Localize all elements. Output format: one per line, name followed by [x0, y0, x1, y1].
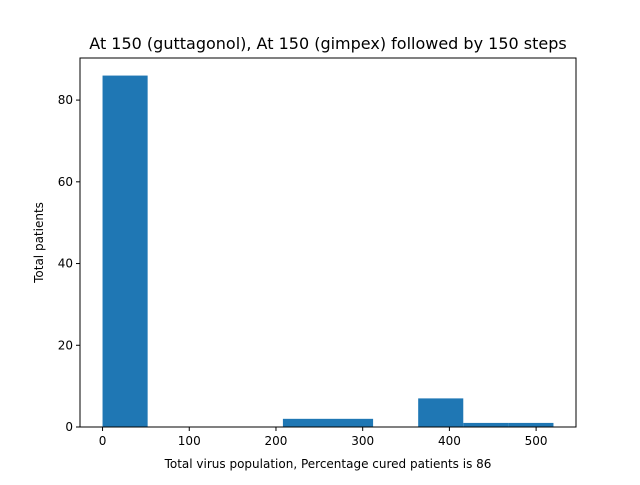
- y-tick-label: 80: [58, 93, 73, 107]
- x-tick-label: 100: [178, 434, 201, 448]
- y-tick-label: 60: [58, 175, 73, 189]
- x-tick-label: 200: [265, 434, 288, 448]
- histogram-bar-4: [282, 418, 328, 427]
- y-tick-label: 20: [58, 338, 73, 352]
- bars-layer: [102, 75, 554, 428]
- y-axis-label: Total patients: [32, 202, 46, 284]
- histogram-bar-8: [463, 422, 509, 427]
- x-axis-label: Total virus population, Percentage cured…: [164, 457, 492, 471]
- histogram-bar-7: [418, 398, 464, 427]
- histogram-bar-9: [508, 422, 554, 427]
- histogram-bar-0: [102, 75, 148, 428]
- y-tick-label: 0: [65, 420, 73, 434]
- x-tick-label: 300: [351, 434, 374, 448]
- y-ticks: 0 20 40 60 80: [58, 93, 80, 434]
- y-tick-label: 40: [58, 257, 73, 271]
- histogram-bar-5: [328, 418, 374, 427]
- chart-title: At 150 (guttagonol), At 150 (gimpex) fol…: [89, 34, 566, 53]
- x-tick-label: 400: [438, 434, 461, 448]
- axes-frame: [79, 57, 577, 428]
- x-ticks: 0 100 200 300 400 500: [99, 427, 548, 448]
- x-tick-label: 0: [99, 434, 107, 448]
- x-tick-label: 500: [525, 434, 548, 448]
